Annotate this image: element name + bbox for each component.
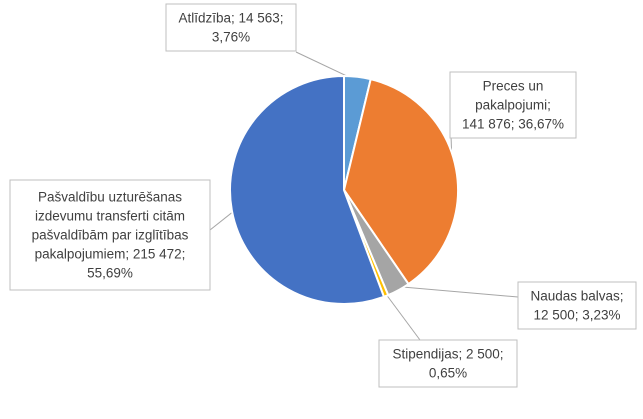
data-label-line: 141 876; 36,67% (462, 117, 564, 132)
leader-line-stipendijas (384, 291, 421, 341)
data-label-line: 55,69% (87, 266, 133, 281)
data-label-line: 3,76% (212, 30, 250, 45)
pie-slice-preces-un-pakalpojumi (342, 77, 459, 286)
data-label-line: pakalpojumi; (475, 98, 551, 113)
data-label-line: 0,65% (429, 366, 467, 381)
data-label-line: pašvaldībām par izglītības (32, 228, 189, 243)
data-label-line: Atlīdzība; 14 563; (178, 11, 283, 26)
callout-box (449, 71, 577, 139)
callout-box (165, 3, 297, 52)
leader-line-naudas-balvas (396, 286, 519, 298)
callout-box (9, 179, 211, 291)
pie-slice-pasvaldibu-uzturesanas-izdevumu-transferti-citam-pasvaldibam-par-izglitibas-pakalpojumiem (229, 74, 386, 305)
data-label-callouts: Atlīdzība; 14 563; 3,76% Preces un pakalpoj… (9, 3, 637, 388)
data-label-naudas-balvas: Naudas balvas; 12 500; 3,23% (517, 281, 637, 330)
data-label-preces-un-pakalpojumi: Preces un pakalpojumi; 141 876; 36,67% (449, 71, 577, 139)
data-label-pasvaldibu-uzturesanas-izdevumu-transferti-citam-pasvaldibam-par-izglitibas-pakalpojumiem: Pašvaldību uzturēšanas izdevumu transfert… (9, 179, 211, 291)
data-label-line: pakalpojumiem; 215 472; (35, 247, 186, 262)
callout-box (378, 339, 518, 388)
data-label-line: Preces un (483, 79, 544, 94)
callout-box (517, 281, 637, 330)
pie-slices (229, 74, 459, 305)
data-label-line: Pašvaldību uzturēšanas (38, 190, 182, 205)
data-label-stipendijas: Stipendijas; 2 500; 0,65% (378, 339, 518, 388)
data-label-atlidziba: Atlīdzība; 14 563; 3,76% (165, 3, 297, 52)
data-label-line: izdevumu transferti citām (35, 209, 185, 224)
data-label-line: 12 500; 3,23% (533, 308, 620, 323)
data-label-line: Naudas balvas; (530, 289, 623, 304)
data-label-line: Stipendijas; 2 500; (392, 347, 503, 362)
